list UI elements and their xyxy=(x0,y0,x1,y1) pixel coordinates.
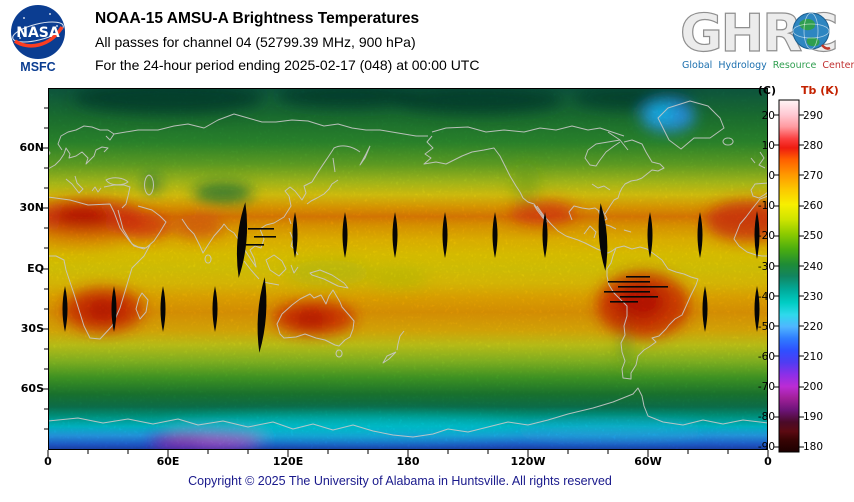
colorbar-unit-kelvin: Tb (K) xyxy=(801,84,839,97)
svg-text:180: 180 xyxy=(803,441,823,453)
lon-label-60w: 60W xyxy=(634,455,662,468)
colorbar-ticks xyxy=(774,114,804,448)
lat-label-30s: 30S xyxy=(20,322,44,335)
globe-icon xyxy=(792,12,831,50)
svg-text:220: 220 xyxy=(803,321,823,333)
svg-text:10: 10 xyxy=(762,140,775,152)
copyright-text: Copyright © 2025 The University of Alaba… xyxy=(188,474,612,488)
lat-label-60s: 60S xyxy=(20,382,44,395)
svg-text:-50: -50 xyxy=(758,321,775,333)
lat-label-eq: EQ xyxy=(27,262,44,275)
svg-text:290: 290 xyxy=(803,110,823,122)
subtitle-period: For the 24-hour period ending 2025-02-17… xyxy=(95,57,480,73)
svg-text:-30: -30 xyxy=(758,261,775,273)
colorbar-unit-celsius: (C) xyxy=(758,84,776,97)
svg-text:230: 230 xyxy=(803,291,823,303)
nasa-logo-text: NASA xyxy=(16,25,60,41)
nasa-logo: NASA xyxy=(11,5,65,59)
lon-label-0w: 0 xyxy=(764,455,772,468)
ghrc-logo: GHRC Global Hydrology Resource Center xyxy=(680,4,854,71)
data-noise-texture xyxy=(48,88,768,450)
ghrc-tagline: Global Hydrology Resource Center xyxy=(682,60,854,71)
svg-text:280: 280 xyxy=(803,140,823,152)
svg-text:0: 0 xyxy=(768,170,775,182)
svg-text:-90: -90 xyxy=(758,441,775,453)
svg-text:200: 200 xyxy=(803,381,823,393)
svg-text:190: 190 xyxy=(803,411,823,423)
globe-hook-icon xyxy=(821,44,831,50)
svg-text:-60: -60 xyxy=(758,351,775,363)
svg-text:-80: -80 xyxy=(758,411,775,423)
subtitle-channel: All passes for channel 04 (52799.39 MHz,… xyxy=(95,34,416,50)
title-block: NOAA-15 AMSU-A Brightness Temperatures A… xyxy=(95,7,479,77)
lon-label-120w: 120W xyxy=(510,455,546,468)
brightness-temperature-map xyxy=(48,88,768,450)
svg-text:-70: -70 xyxy=(758,381,775,393)
nasa-red-swoosh-icon xyxy=(14,26,64,48)
svg-text:20: 20 xyxy=(762,110,775,122)
svg-text:-40: -40 xyxy=(758,291,775,303)
svg-text:-20: -20 xyxy=(758,230,775,242)
lon-label-60e: 60E xyxy=(156,455,180,468)
svg-text:210: 210 xyxy=(803,351,823,363)
svg-text:240: 240 xyxy=(803,261,823,273)
lat-label-30n: 30N xyxy=(19,201,44,214)
lon-label-180: 180 xyxy=(396,455,420,468)
colorbar-gradient-bar xyxy=(778,99,800,453)
svg-text:-10: -10 xyxy=(758,200,775,212)
colorbar-celsius-labels: 20 10 0 -10 -20 -30 -40 -50 -60 -70 -80 … xyxy=(758,110,775,453)
svg-text:260: 260 xyxy=(803,200,823,212)
orbit-ellipse xyxy=(12,21,64,43)
page-title: NOAA-15 AMSU-A Brightness Temperatures xyxy=(95,10,420,27)
svg-text:250: 250 xyxy=(803,230,823,242)
svg-text:270: 270 xyxy=(803,170,823,182)
lon-label-120e: 120E xyxy=(272,455,304,468)
lon-label-0e: 0 xyxy=(44,455,52,468)
colorbar-kelvin-labels: 290 280 270 260 250 240 230 220 210 200 … xyxy=(803,110,823,453)
colorbar: (C) Tb (K) 20 10 0 -10 -20 -30 -40 -50 -… xyxy=(758,84,839,453)
msfc-label: MSFC xyxy=(20,60,56,74)
lat-label-60n: 60N xyxy=(19,141,44,154)
